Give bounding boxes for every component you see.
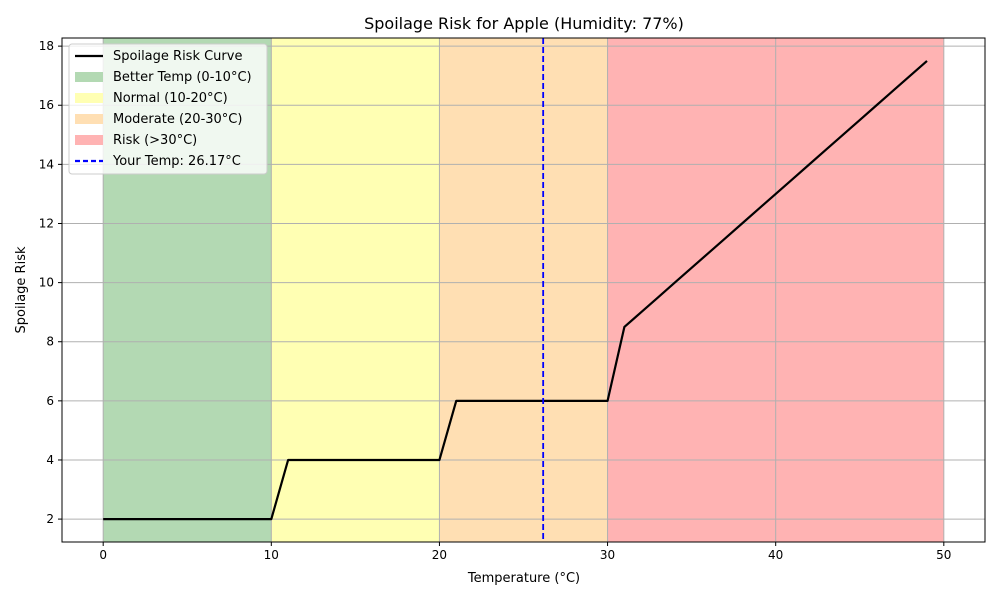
legend-box: [68, 43, 268, 175]
legend-entry-label: Spoilage Risk Curve: [113, 49, 242, 64]
x-tick-label: 30: [600, 548, 615, 562]
y-tick-label: 4: [46, 453, 54, 467]
legend: Spoilage Risk Curve Better Temp (0-10°C) N…: [68, 43, 268, 175]
y-tick-label: 18: [39, 39, 54, 53]
y-tick-label: 6: [46, 394, 54, 408]
x-axis-label: Temperature (°C): [467, 571, 580, 586]
x-tick-label: 40: [768, 548, 783, 562]
legend-swatch-patch: [75, 72, 103, 82]
series-layer: [103, 60, 928, 521]
plot-frame: [61, 37, 986, 543]
y-tick-label: 14: [39, 157, 54, 171]
legend-entry-label: Your Temp: 26.17°C: [112, 154, 241, 169]
x-tick-label: 0: [99, 548, 107, 562]
legend-entry-label: Risk (>30°C): [113, 133, 197, 148]
legend-swatch-patch: [75, 114, 103, 124]
y-tick-label: 8: [46, 335, 54, 349]
y-tick-label: 16: [39, 98, 54, 112]
x-tick-label: 50: [936, 548, 951, 562]
ticks-layer: 0 10 20 30 40 50 2 4 6 8 10 12 14 16 18: [39, 39, 952, 562]
y-tick-label: 12: [39, 216, 54, 230]
chart-title: Spoilage Risk for Apple (Humidity: 77%): [364, 14, 684, 33]
zone-band-2: [439, 38, 608, 542]
x-tick-label: 20: [432, 548, 447, 562]
grid-layer: [62, 38, 985, 542]
y-tick-label: 10: [39, 276, 54, 290]
legend-swatch-patch: [75, 135, 103, 145]
legend-entry-label: Normal (10-20°C): [113, 91, 228, 106]
legend-entry-label: Better Temp (0-10°C): [113, 70, 252, 85]
series-line-0: [103, 60, 928, 521]
legend-swatch-patch: [75, 93, 103, 103]
x-tick-label: 10: [264, 548, 279, 562]
y-tick-label: 2: [46, 512, 54, 526]
legend-entry-label: Moderate (20-30°C): [113, 112, 242, 127]
y-axis-label: Spoilage Risk: [14, 246, 29, 333]
zone-band-1: [271, 38, 440, 542]
